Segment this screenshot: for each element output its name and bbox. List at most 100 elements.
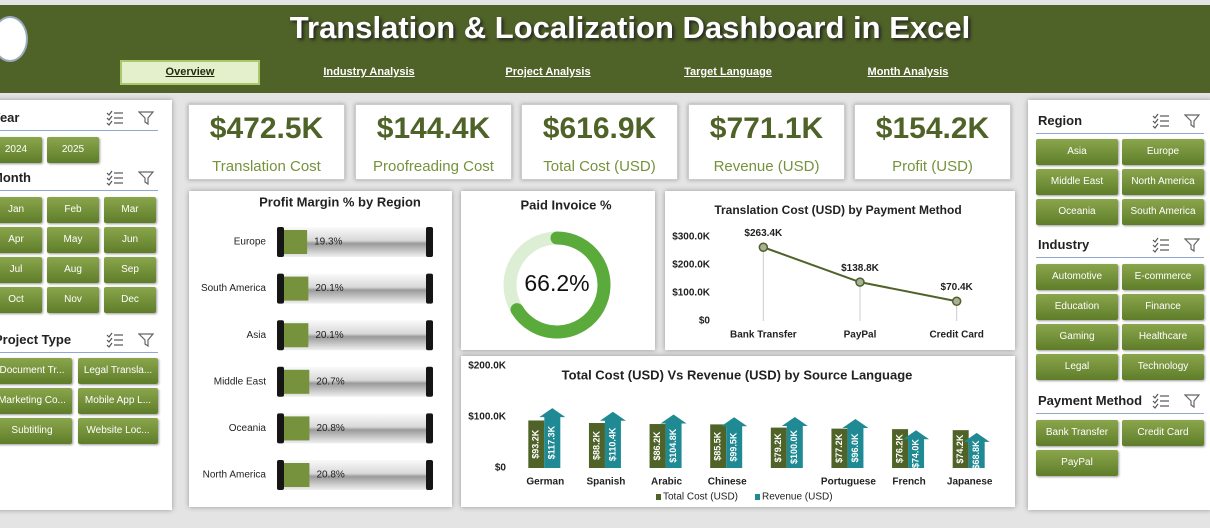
kpi-label: Proofreading Cost [373, 158, 494, 175]
icon-shape [138, 333, 155, 348]
slicer-button[interactable]: Website Loc... [78, 418, 158, 444]
icon-shape [1152, 123, 1159, 129]
kpi-card [854, 104, 1011, 180]
multi-select-icon[interactable] [1152, 113, 1170, 129]
slicer-button[interactable]: Finance [1122, 294, 1204, 320]
slicer-button[interactable]: Credit Card [1122, 420, 1204, 446]
slicer-button[interactable]: North America [1122, 169, 1204, 195]
kpi-value: $154.2K [875, 112, 990, 145]
multi-select-icon[interactable] [106, 110, 124, 126]
clear-filter-icon[interactable] [138, 170, 156, 186]
slicer-button[interactable]: Document Tr... [0, 358, 72, 384]
x-tick-label: Chinese [708, 477, 747, 488]
icon-shape [106, 175, 113, 181]
x-tick-label: Arabic [651, 477, 683, 488]
value-label: 19.3% [314, 237, 342, 248]
slicer-button[interactable]: Legal Transla... [78, 358, 158, 384]
clear-filter-icon[interactable] [1184, 393, 1202, 409]
slicer-button[interactable]: Dec [104, 287, 156, 313]
bar-cap [426, 227, 433, 257]
slicer-button[interactable]: Oceania [1036, 199, 1118, 225]
bar [528, 420, 545, 468]
slicer-button[interactable]: Mar [104, 197, 156, 223]
clear-filter-icon[interactable] [138, 110, 156, 126]
x-tick-label: PayPal [844, 330, 877, 341]
icon-shape [1184, 238, 1201, 253]
donut-label: 66.2% [524, 270, 589, 296]
y-tick-label: $100.0K [672, 288, 711, 299]
icon-shape [1184, 114, 1201, 129]
icon-shape [1152, 403, 1159, 409]
value-label: $110.4K [607, 427, 617, 461]
kpi-label: Revenue (USD) [713, 158, 820, 175]
kpi-value: $771.1K [709, 112, 824, 145]
slicer-button[interactable]: Healthcare [1122, 324, 1204, 350]
x-tick-label: German [526, 477, 564, 488]
bar-cap [277, 460, 284, 490]
slicer-button[interactable]: May [47, 227, 99, 253]
value-label: $99.5K [729, 432, 739, 462]
slicer-button[interactable]: Aug [47, 257, 99, 283]
value-label: $76.2K [894, 434, 904, 464]
slicer-button[interactable]: Nov [47, 287, 99, 313]
value-label: $88.2K [591, 431, 601, 461]
multi-select-icon[interactable] [1152, 393, 1170, 409]
slicer-button[interactable]: Oct [0, 287, 42, 313]
multi-select-icon[interactable] [1152, 237, 1170, 253]
clear-filter-icon[interactable] [138, 332, 156, 348]
slicer-button[interactable]: Sep [104, 257, 156, 283]
x-tick-label: Credit Card [929, 330, 983, 341]
slicer-underline [1036, 413, 1204, 414]
slicer-button[interactable]: Education [1036, 294, 1118, 320]
icon-shape [1184, 394, 1201, 409]
arrow-bar [781, 417, 808, 468]
x-tick-label: Spanish [586, 477, 625, 488]
slicer-button[interactable]: PayPal [1036, 450, 1118, 476]
category-label: Asia [247, 330, 267, 341]
legend-swatch [755, 494, 760, 500]
arrow-bar [660, 414, 687, 468]
slicer-button[interactable]: E-commerce [1122, 264, 1204, 290]
chart-title: Translation Cost (USD) by Payment Method [714, 203, 961, 217]
value-label: $96.0K [850, 433, 860, 463]
slicer-button[interactable]: Europe [1122, 139, 1204, 165]
slicer-button[interactable]: Feb [47, 197, 99, 223]
slicer-button[interactable]: Jan [0, 197, 42, 223]
slicer-button[interactable]: Legal [1036, 354, 1118, 380]
nav-tab[interactable]: Target Language [684, 66, 772, 78]
clear-filter-icon[interactable] [1184, 113, 1202, 129]
slicer-button[interactable]: Jun [104, 227, 156, 253]
slicer-button[interactable]: South America [1122, 199, 1204, 225]
dashboard-title: Translation & Localization Dashboard in … [289, 10, 971, 45]
icon-shape [106, 110, 113, 116]
arrow-bar [903, 430, 930, 468]
slicer-button[interactable]: Middle East [1036, 169, 1118, 195]
nav-tab[interactable]: Industry Analysis [323, 66, 415, 78]
icon-shape [138, 111, 155, 126]
slicer-title: Project Type [0, 332, 72, 347]
nav-tab[interactable]: Overview [165, 66, 215, 78]
slicer-button[interactable]: 2025 [47, 137, 99, 163]
arrow-bar [721, 417, 748, 468]
slicer-title: Payment Method [1038, 393, 1143, 408]
multi-select-icon[interactable] [106, 170, 124, 186]
kpi-label: Translation Cost [212, 158, 321, 175]
nav-tab[interactable]: Month Analysis [867, 66, 949, 78]
slicer-button[interactable]: 2024 [0, 137, 42, 163]
slicer-button[interactable]: Subtitling [0, 418, 72, 444]
slicer-button[interactable]: Bank Transfer [1036, 420, 1118, 446]
clear-filter-icon[interactable] [1184, 237, 1202, 253]
nav-tab[interactable]: Project Analysis [505, 66, 591, 78]
slicer-button[interactable]: Gaming [1036, 324, 1118, 350]
slicer-button[interactable]: Jul [0, 257, 42, 283]
slicer-button[interactable]: Asia [1036, 139, 1118, 165]
kpi-card [188, 104, 345, 180]
slicer-button[interactable]: Automotive [1036, 264, 1118, 290]
slicer-button[interactable]: Mobile App L... [78, 388, 158, 414]
multi-select-icon[interactable] [106, 332, 124, 348]
slicer-button[interactable]: Technology [1122, 354, 1204, 380]
slicer-button[interactable]: Marketing Co... [0, 388, 72, 414]
value-label: $74.2K [955, 434, 965, 464]
slicer-button[interactable]: Apr [0, 227, 42, 253]
value-label: $263.4K [744, 228, 783, 239]
